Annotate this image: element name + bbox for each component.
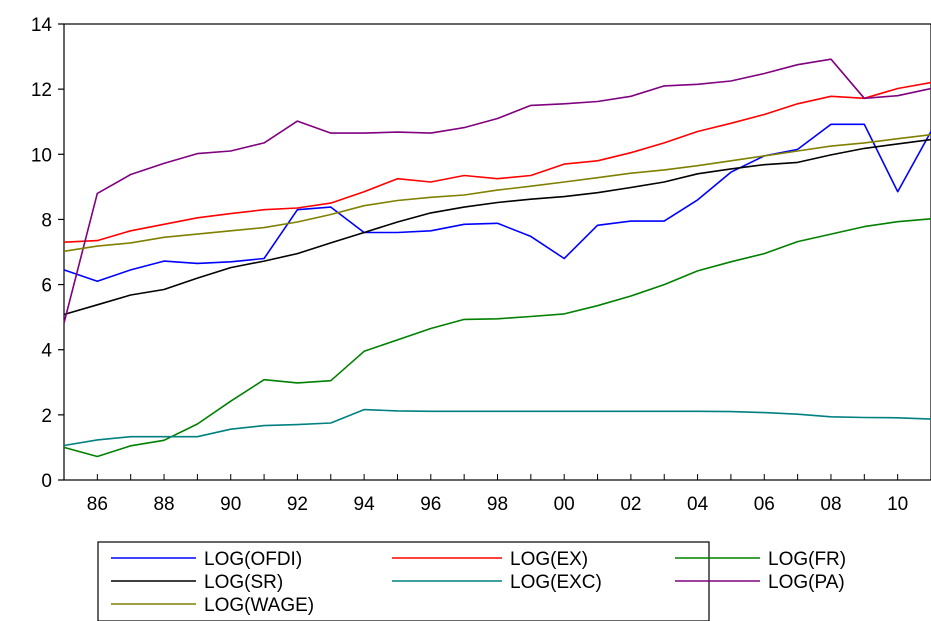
- legend-label-log-exc: LOG(EXC): [510, 572, 602, 593]
- series-line-log-wage: [63, 133, 931, 253]
- legend-label-log-fr: LOG(FR): [768, 549, 846, 570]
- series-line-log-exc: [63, 408, 931, 447]
- x-axis: 86 88 90 92 94 96 98 00 02 04 06 08 10: [63, 474, 931, 515]
- x-tick-label: 06: [754, 494, 775, 515]
- x-tick-label: 02: [620, 494, 641, 515]
- y-tick-label: 10: [31, 145, 52, 166]
- x-tick-label: 10: [887, 494, 908, 515]
- legend-label-log-ofdi: LOG(OFDI): [204, 549, 302, 570]
- legend-label-log-wage: LOG(WAGE): [204, 595, 314, 616]
- x-tick-label: 00: [554, 494, 575, 515]
- x-tick-label: 88: [153, 494, 174, 515]
- y-tick-label: 14: [31, 15, 53, 36]
- series-line-log-pa: [63, 58, 931, 324]
- y-tick-label: 0: [41, 471, 52, 492]
- x-tick-label: 90: [220, 494, 241, 515]
- y-axis: 0 2 4 6 8 10 12 14: [31, 15, 64, 492]
- legend: LOG(OFDI) LOG(EX) LOG(FR) LOG(SR) LOG(EXC) LO…: [97, 541, 846, 621]
- series-line-log-fr: [63, 218, 931, 458]
- x-tick-label: 94: [354, 494, 376, 515]
- y-tick-label: 6: [41, 276, 52, 297]
- x-tick-label: 98: [487, 494, 508, 515]
- y-tick-label: 8: [41, 210, 52, 231]
- y-tick-label: 2: [41, 406, 52, 427]
- series-line-log-ofdi: [63, 123, 931, 283]
- legend-label-log-sr: LOG(SR): [204, 572, 283, 593]
- series-line-log-sr: [63, 138, 931, 316]
- series-lines: [63, 58, 931, 458]
- x-tick-label: 04: [687, 494, 709, 515]
- x-tick-label: 92: [287, 494, 308, 515]
- series-line-log-ex: [63, 81, 931, 243]
- y-tick-label: 4: [41, 341, 52, 362]
- y-tick-label: 12: [31, 80, 52, 101]
- x-tick-label: 08: [820, 494, 841, 515]
- x-tick-label: 96: [420, 494, 441, 515]
- legend-label-log-ex: LOG(EX): [510, 549, 588, 570]
- x-tick-label: 86: [87, 494, 108, 515]
- legend-label-log-pa: LOG(PA): [768, 572, 845, 593]
